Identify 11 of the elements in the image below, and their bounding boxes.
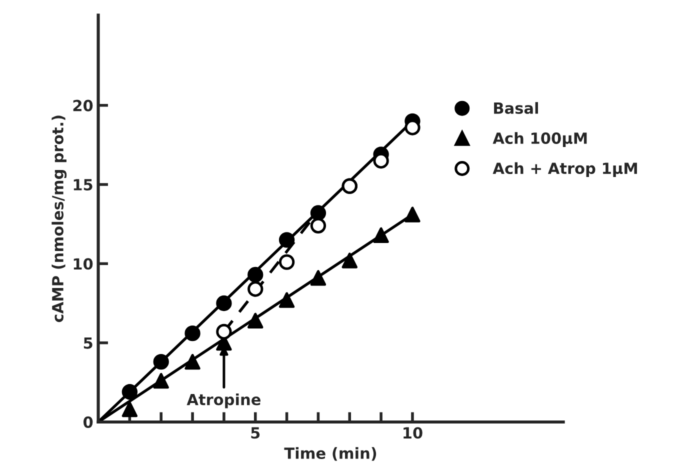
y-tick-label: 0 [83, 416, 93, 428]
x-axis-title: Time (min) [284, 447, 376, 461]
y-tick-label: 10 [74, 258, 93, 270]
annotation: Atropine [186, 393, 260, 408]
legend-label: Ach + Atrop 1μM [492, 162, 637, 178]
y-tick-label: 15 [74, 179, 92, 191]
y-tick-label: 20 [73, 100, 93, 112]
y-axis-title: cAMP (nmoles/mg prot.) [52, 116, 67, 322]
legend-label: Ach 100μM [492, 132, 587, 147]
legend-label: Basal [494, 102, 538, 114]
y-tick-label: 5 [84, 337, 92, 349]
